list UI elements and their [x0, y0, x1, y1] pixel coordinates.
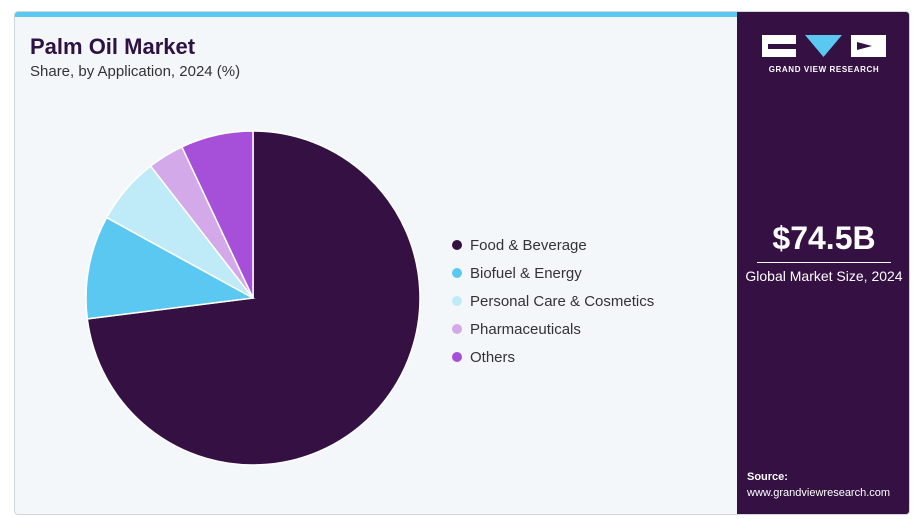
chart-legend: Food & Beverage Biofuel & Energy Personal … [452, 231, 654, 371]
legend-label: Personal Care & Cosmetics [470, 292, 655, 310]
chart-title: Palm Oil Market [30, 34, 196, 59]
source-url: www.grandviewresearch.com [747, 487, 891, 499]
legend-swatch [452, 268, 462, 278]
legend-item: Others [452, 343, 654, 371]
pie-slice-biofuel-energy [85, 216, 256, 320]
legend-label: Others [470, 348, 516, 366]
legend-item: Pharmaceuticals [452, 315, 654, 343]
chart-card: Palm Oil Market Share, by Application, 2… [14, 11, 910, 515]
market-size-label: Global Market Size, 2024 [745, 268, 903, 284]
legend-label: Pharmaceuticals [470, 320, 581, 338]
source-label: Source: [747, 471, 788, 483]
legend-item: Personal Care & Cosmetics [452, 287, 654, 315]
legend-item: Food & Beverage [452, 231, 654, 259]
legend-swatch [452, 296, 462, 306]
legend-label: Biofuel & Energy [470, 264, 582, 282]
legend-swatch [452, 324, 462, 334]
legend-item: Biofuel & Energy [452, 259, 654, 287]
legend-swatch [452, 352, 462, 362]
sidebar-panel: GRAND VIEW RESEARCH $74.5B Global Market… [737, 12, 909, 514]
pie-slice-others [180, 130, 254, 299]
chart-subtitle: Share, by Application, 2024 (%) [30, 63, 241, 80]
gvr-logo-icon [762, 35, 886, 57]
market-size-value: $74.5B [772, 220, 876, 256]
accent-bar [15, 12, 737, 17]
pie-chart [85, 130, 421, 466]
legend-label: Food & Beverage [470, 236, 587, 254]
legend-swatch [452, 240, 462, 250]
divider [757, 262, 891, 263]
brand-logo: GRAND VIEW RESEARCH [762, 34, 886, 74]
brand-name: GRAND VIEW RESEARCH [768, 65, 880, 74]
